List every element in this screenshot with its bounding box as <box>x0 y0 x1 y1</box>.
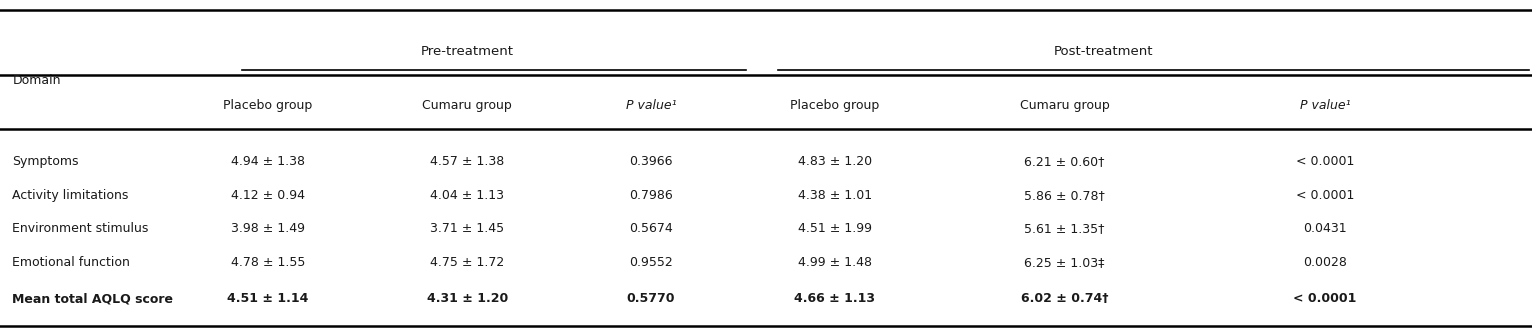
Text: 0.7986: 0.7986 <box>630 189 673 202</box>
Text: 4.99 ± 1.48: 4.99 ± 1.48 <box>798 256 872 269</box>
Text: 4.94 ± 1.38: 4.94 ± 1.38 <box>231 156 305 168</box>
Text: 4.04 ± 1.13: 4.04 ± 1.13 <box>430 189 504 202</box>
Text: 0.3966: 0.3966 <box>630 156 673 168</box>
Text: 3.71 ± 1.45: 3.71 ± 1.45 <box>430 222 504 235</box>
Text: Mean total AQLQ score: Mean total AQLQ score <box>12 293 173 305</box>
Text: Placebo group: Placebo group <box>224 99 313 112</box>
Text: 4.83 ± 1.20: 4.83 ± 1.20 <box>798 156 872 168</box>
Text: Cumaru group: Cumaru group <box>1020 99 1109 112</box>
Text: Placebo group: Placebo group <box>791 99 879 112</box>
Text: 6.21 ± 0.60†: 6.21 ± 0.60† <box>1025 156 1105 168</box>
Text: < 0.0001: < 0.0001 <box>1296 189 1354 202</box>
Text: 0.9552: 0.9552 <box>630 256 673 269</box>
Text: 4.75 ± 1.72: 4.75 ± 1.72 <box>430 256 504 269</box>
Text: 5.61 ± 1.35†: 5.61 ± 1.35† <box>1025 222 1105 235</box>
Text: 0.0431: 0.0431 <box>1304 222 1347 235</box>
Text: 0.5674: 0.5674 <box>630 222 673 235</box>
Text: 0.5770: 0.5770 <box>627 293 676 305</box>
Text: 4.78 ± 1.55: 4.78 ± 1.55 <box>231 256 305 269</box>
Text: 4.31 ± 1.20: 4.31 ± 1.20 <box>426 293 509 305</box>
Text: Activity limitations: Activity limitations <box>12 189 129 202</box>
Text: 4.51 ± 1.99: 4.51 ± 1.99 <box>798 222 872 235</box>
Text: Cumaru group: Cumaru group <box>423 99 512 112</box>
Text: < 0.0001: < 0.0001 <box>1293 293 1357 305</box>
Text: Pre-treatment: Pre-treatment <box>421 45 513 58</box>
Text: 6.02 ± 0.74†: 6.02 ± 0.74† <box>1020 293 1109 305</box>
Text: Domain: Domain <box>12 74 61 87</box>
Text: Environment stimulus: Environment stimulus <box>12 222 149 235</box>
Text: Emotional function: Emotional function <box>12 256 130 269</box>
Text: 3.98 ± 1.49: 3.98 ± 1.49 <box>231 222 305 235</box>
Text: 5.86 ± 0.78†: 5.86 ± 0.78† <box>1025 189 1105 202</box>
Text: 0.0028: 0.0028 <box>1304 256 1347 269</box>
Text: 4.51 ± 1.14: 4.51 ± 1.14 <box>227 293 309 305</box>
Text: 4.57 ± 1.38: 4.57 ± 1.38 <box>430 156 504 168</box>
Text: 4.12 ± 0.94: 4.12 ± 0.94 <box>231 189 305 202</box>
Text: 4.38 ± 1.01: 4.38 ± 1.01 <box>798 189 872 202</box>
Text: 6.25 ± 1.03‡: 6.25 ± 1.03‡ <box>1025 256 1105 269</box>
Text: P value¹: P value¹ <box>625 99 677 112</box>
Text: P value¹: P value¹ <box>1299 99 1351 112</box>
Text: Symptoms: Symptoms <box>12 156 78 168</box>
Text: < 0.0001: < 0.0001 <box>1296 156 1354 168</box>
Text: 4.66 ± 1.13: 4.66 ± 1.13 <box>795 293 875 305</box>
Text: Post-treatment: Post-treatment <box>1054 45 1152 58</box>
